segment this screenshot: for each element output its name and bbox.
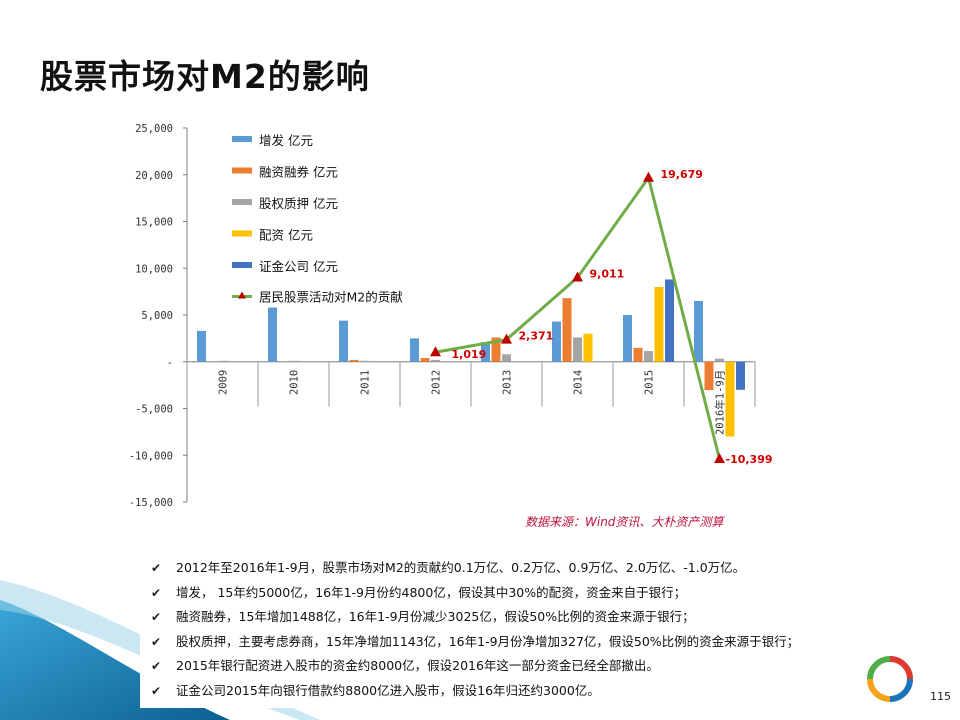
x-category-label: 2012 bbox=[431, 370, 443, 395]
bar bbox=[654, 286, 664, 362]
legend-label: 股权质押 亿元 bbox=[259, 196, 338, 211]
checkmark-icon: ✔ bbox=[151, 634, 162, 649]
x-category-label: 2014 bbox=[573, 370, 585, 395]
y-tick-label: 5,000 bbox=[141, 310, 173, 322]
page-title: 股票市场对M2的影响 bbox=[40, 57, 370, 96]
x-category-label: 2011 bbox=[360, 370, 372, 395]
triangle-marker bbox=[714, 452, 725, 463]
data-label: 19,679 bbox=[661, 168, 703, 181]
bullet-list: ✔ 2012年至2016年1-9月，股票市场对M2的贡献约0.1万亿、0.2万亿、… bbox=[140, 552, 855, 708]
legend-label: 配资 亿元 bbox=[259, 228, 313, 243]
bar bbox=[268, 307, 277, 362]
bullet-item: ✔ 2015年银行配资进入股市的资金约8000亿，假设2016年这一部分资金已经全… bbox=[140, 654, 855, 679]
x-category-label: 2010 bbox=[289, 370, 301, 395]
legend-swatch bbox=[232, 167, 252, 174]
legend-swatch bbox=[232, 136, 252, 142]
triangle-marker bbox=[572, 271, 583, 282]
bar bbox=[431, 359, 440, 362]
legend-label: 证金公司 亿元 bbox=[259, 259, 338, 274]
bar bbox=[644, 351, 653, 362]
data-label: 9,011 bbox=[590, 267, 625, 280]
x-category-label: 2015 bbox=[644, 370, 656, 395]
checkmark-icon: ✔ bbox=[151, 561, 162, 575]
triangle-marker bbox=[501, 333, 512, 344]
bar bbox=[573, 337, 582, 362]
checkmark-icon: ✔ bbox=[151, 659, 162, 673]
bullet-item: ✔ 2012年至2016年1-9月，股票市场对M2的贡献约0.1万亿、0.2万亿、… bbox=[140, 556, 855, 581]
line-series bbox=[435, 174, 721, 460]
x-category-label: 2016年1-9月 bbox=[714, 370, 727, 435]
bar bbox=[665, 279, 674, 362]
bar bbox=[360, 360, 369, 362]
legend-swatch bbox=[232, 262, 252, 268]
triangle-marker bbox=[643, 171, 654, 182]
bullet-item: ✔ 融资融券，15年增加1488亿，16年1-9月份减少3025亿，假设50%比例… bbox=[140, 605, 855, 630]
bar bbox=[410, 338, 419, 362]
page-number: 115 bbox=[930, 690, 951, 703]
bar bbox=[562, 298, 572, 362]
bullet-item: ✔ 股权质押，主要考虑券商，15年净增加1143亿，16年1-9月份净增加327亿… bbox=[140, 630, 855, 655]
y-tick-label: 25,000 bbox=[135, 123, 173, 135]
bar bbox=[633, 347, 643, 362]
bullet-text: 增发， 15年约5000亿，16年1-9月份约4800亿，假设其中30%的配资，… bbox=[176, 584, 687, 600]
y-tick-label: 10,000 bbox=[135, 263, 173, 275]
checkmark-icon: ✔ bbox=[151, 683, 162, 698]
bar bbox=[694, 300, 703, 362]
legend-label: 增发 亿元 bbox=[259, 133, 313, 148]
y-tick-label: - bbox=[167, 357, 173, 369]
bar bbox=[552, 321, 561, 362]
bar bbox=[339, 320, 348, 362]
company-logo-icon bbox=[867, 656, 913, 702]
y-tick-label: -5,000 bbox=[135, 404, 173, 416]
y-tick-label: 15,000 bbox=[135, 217, 173, 229]
bar bbox=[197, 330, 206, 362]
bar bbox=[491, 337, 501, 362]
bar bbox=[420, 358, 430, 362]
bar bbox=[736, 361, 745, 390]
bar bbox=[481, 342, 490, 362]
legend-marker bbox=[238, 291, 246, 299]
data-source-note: 数据来源：Wind资讯、大朴资产测算 bbox=[525, 515, 724, 529]
legend-swatch bbox=[232, 230, 252, 237]
bullet-text: 融资融券，15年增加1488亿，16年1-9月份减少3025亿，假设50%比例的… bbox=[176, 609, 695, 624]
y-tick-label: -15,000 bbox=[129, 497, 173, 509]
bar bbox=[715, 358, 724, 362]
bullet-text: 2015年银行配资进入股市的资金约8000亿，假设2016年这一部分资金已经全部… bbox=[176, 658, 659, 673]
bar bbox=[218, 360, 227, 362]
data-label: 1,019 bbox=[452, 348, 487, 361]
bullet-text: 证金公司2015年向银行借款约8800亿进入股市，假设16年归还约3000亿。 bbox=[176, 682, 600, 698]
y-tick-label: -10,000 bbox=[129, 450, 173, 462]
data-label: 2,371 bbox=[519, 330, 554, 343]
bar bbox=[349, 359, 359, 362]
legend-label: 居民股票活动对M2的贡献 bbox=[259, 290, 403, 305]
legend-label: 融资融券 亿元 bbox=[259, 165, 338, 180]
bullet-item: ✔ 增发， 15年约5000亿，16年1-9月份约4800亿，假设其中30%的配资… bbox=[140, 581, 855, 606]
bullet-item: ✔ 证金公司2015年向银行借款约8800亿进入股市，假设16年归还约3000亿。 bbox=[140, 679, 855, 704]
bar bbox=[725, 361, 735, 437]
bar bbox=[704, 361, 714, 391]
x-category-label: 2009 bbox=[218, 370, 230, 395]
checkmark-icon: ✔ bbox=[151, 610, 162, 624]
bar bbox=[502, 354, 511, 362]
data-label: -10,399 bbox=[726, 453, 773, 466]
checkmark-icon: ✔ bbox=[151, 585, 162, 600]
bar bbox=[583, 333, 593, 362]
bar bbox=[623, 315, 632, 362]
x-category-label: 2013 bbox=[502, 370, 514, 395]
triangle-marker bbox=[430, 346, 441, 357]
bar-line-chart: 25,000 20,000 15,000 10,000 5,000 - -5,000 -10,… bbox=[129, 123, 773, 509]
y-tick-label: 20,000 bbox=[135, 170, 173, 182]
legend-swatch bbox=[232, 199, 252, 205]
bullet-text: 股权质押，主要考虑券商，15年净增加1143亿，16年1-9月份净增加327亿，… bbox=[176, 633, 800, 649]
bullet-text: 2012年至2016年1-9月，股票市场对M2的贡献约0.1万亿、0.2万亿、0… bbox=[176, 560, 746, 575]
bar bbox=[289, 360, 298, 362]
